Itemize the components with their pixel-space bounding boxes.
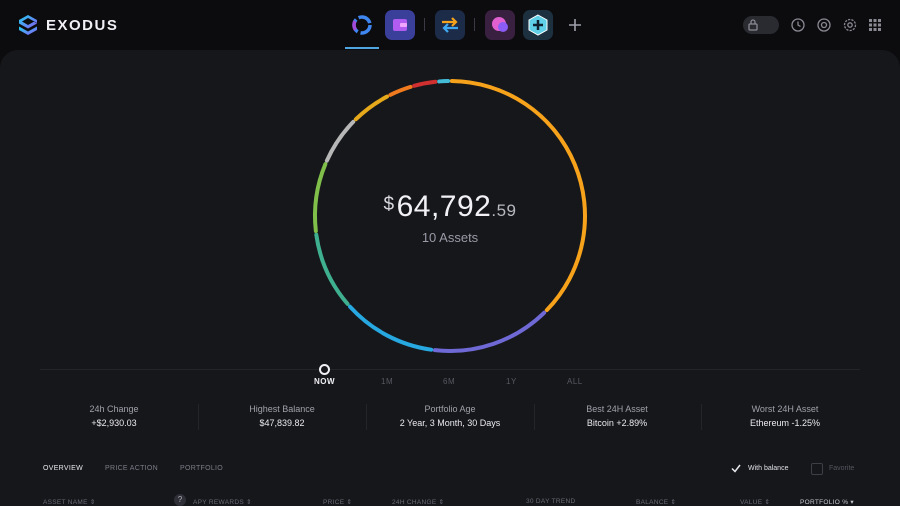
tab-portfolio-sub[interactable]: PORTFOLIO xyxy=(180,465,224,472)
stat-best-asset: Best 24H Asset Bitcoin +2.89% xyxy=(537,404,697,428)
ring-segment-5[interactable] xyxy=(313,162,328,234)
col-price[interactable]: PRICE ⇕ xyxy=(323,499,353,506)
stat-divider xyxy=(198,404,199,430)
exodus-logo: EXODUS xyxy=(18,14,118,36)
top-bar: EXODUS xyxy=(0,0,900,50)
stat-divider xyxy=(534,404,535,430)
checkmark-icon[interactable] xyxy=(731,464,741,473)
stat-value: Bitcoin +2.89% xyxy=(586,418,648,428)
ring-segment-8[interactable] xyxy=(388,84,413,97)
tab-add[interactable] xyxy=(560,10,590,40)
ring-segment-1[interactable] xyxy=(449,79,587,313)
wallet-icon xyxy=(393,19,407,31)
favorite-label[interactable]: Favorite xyxy=(829,465,855,472)
timeline-1y[interactable]: 1Y xyxy=(506,377,517,386)
history-icon[interactable] xyxy=(790,17,806,33)
tab-overview[interactable]: OVERVIEW xyxy=(43,465,84,472)
support-icon[interactable] xyxy=(816,17,832,33)
col-24h-change[interactable]: 24H CHANGE ⇕ xyxy=(392,499,445,506)
grid-menu-icon[interactable] xyxy=(867,17,883,33)
stat-portfolio-age: Portfolio Age 2 Year, 3 Month, 30 Days xyxy=(370,404,530,428)
portfolio-balance: $64,792.59 10 Assets xyxy=(350,190,550,245)
balance-decimal: .59 xyxy=(491,201,517,220)
tab-apps[interactable] xyxy=(523,10,553,40)
col-asset-name[interactable]: ASSET NAME ⇕ xyxy=(43,499,96,506)
tab-portfolio[interactable] xyxy=(345,10,379,49)
stat-label: Highest Balance xyxy=(249,404,315,414)
tab-wallet[interactable] xyxy=(385,10,415,40)
exchange-arrows-icon xyxy=(442,17,458,33)
timeline-1m[interactable]: 1M xyxy=(381,377,394,386)
stat-value: Ethereum -1.25% xyxy=(749,418,821,428)
col-value[interactable]: VALUE ⇕ xyxy=(740,499,771,506)
stat-label: Best 24H Asset xyxy=(586,404,648,414)
ring-segment-3[interactable] xyxy=(347,304,434,352)
with-balance-label[interactable]: With balance xyxy=(748,465,789,472)
col-portfolio-percent[interactable]: PORTFOLIO % ▾ xyxy=(800,499,854,506)
portfolio-ring-icon xyxy=(352,15,372,35)
ring-segment-4[interactable] xyxy=(314,232,350,306)
ring-segment-9[interactable] xyxy=(412,79,438,88)
nav-separator xyxy=(474,18,475,31)
stat-label: Worst 24H Asset xyxy=(751,404,819,414)
ring-segment-7[interactable] xyxy=(353,94,390,122)
ring-segment-6[interactable] xyxy=(324,119,356,163)
stat-label: 24h Change xyxy=(89,404,139,414)
plus-icon xyxy=(569,19,581,31)
ring-segment-2[interactable] xyxy=(432,310,547,353)
nav-separator xyxy=(424,18,425,31)
balance-amount: $64,792.59 xyxy=(350,190,550,224)
stat-value: $47,839.82 xyxy=(259,418,305,428)
hex-plus-app-icon xyxy=(528,14,548,36)
main-panel xyxy=(0,50,900,506)
help-icon[interactable]: ? xyxy=(174,494,186,506)
stat-worst-asset: Worst 24H Asset Ethereum -1.25% xyxy=(705,404,865,428)
assets-count: 10 Assets xyxy=(421,230,479,245)
stat-label: Portfolio Age xyxy=(424,404,476,414)
currency-symbol: $ xyxy=(383,194,395,215)
app-name: EXODUS xyxy=(46,16,119,34)
balance-integer: 64,792 xyxy=(396,190,492,223)
tab-profile[interactable] xyxy=(485,10,515,40)
exodus-logo-icon xyxy=(19,15,37,35)
tab-exchange[interactable] xyxy=(435,10,465,40)
stat-divider xyxy=(701,404,702,430)
stat-highest-balance: Highest Balance $47,839.82 xyxy=(202,404,362,428)
timeline-track xyxy=(40,369,860,370)
stat-value: +$2,930.03 xyxy=(91,418,137,428)
stat-24h-change: 24h Change +$2,930.03 xyxy=(34,404,194,428)
tab-price-action[interactable]: PRICE ACTION xyxy=(105,465,158,472)
col-30-day-trend: 30 DAY TREND xyxy=(526,498,576,505)
timeline-6m[interactable]: 6M xyxy=(443,377,456,386)
timeline-all[interactable]: ALL xyxy=(567,377,583,386)
stat-value: 2 Year, 3 Month, 30 Days xyxy=(399,418,501,428)
col-balance[interactable]: BALANCE ⇕ xyxy=(636,499,677,506)
col-apy-rewards[interactable]: APY REWARDS ⇕ xyxy=(193,499,252,506)
lock-toggle[interactable] xyxy=(743,16,779,34)
favorite-checkbox[interactable] xyxy=(811,463,823,475)
timeline-handle[interactable] xyxy=(319,364,330,375)
timeline-now[interactable]: NOW xyxy=(314,377,336,386)
settings-gear-icon[interactable] xyxy=(842,17,858,33)
lock-toggle-icon xyxy=(748,19,758,31)
stat-divider xyxy=(366,404,367,430)
profile-app-icon xyxy=(492,17,508,32)
